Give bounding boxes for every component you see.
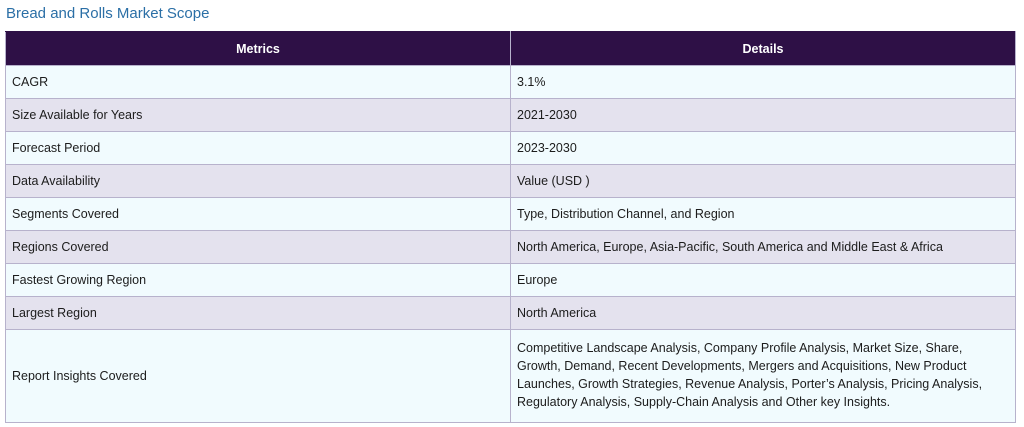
- details-cell: Competitive Landscape Analysis, Company …: [510, 329, 1016, 423]
- metric-cell: Forecast Period: [5, 131, 511, 165]
- details-cell: Europe: [510, 263, 1016, 297]
- details-cell: North America, Europe, Asia-Pacific, Sou…: [510, 230, 1016, 264]
- table-row: Regions Covered North America, Europe, A…: [5, 230, 1016, 264]
- table-row: Forecast Period 2023-2030: [5, 131, 1016, 165]
- metric-cell: Regions Covered: [5, 230, 511, 264]
- header-metrics: Metrics: [5, 31, 511, 66]
- details-cell: Value (USD ): [510, 164, 1016, 198]
- table-row: Fastest Growing Region Europe: [5, 263, 1016, 297]
- market-scope-table: Metrics Details CAGR 3.1% Size Available…: [5, 31, 1016, 423]
- details-cell: Type, Distribution Channel, and Region: [510, 197, 1016, 231]
- details-cell: 2023-2030: [510, 131, 1016, 165]
- metric-cell: CAGR: [5, 65, 511, 99]
- table-title: Bread and Rolls Market Scope: [6, 5, 210, 22]
- details-cell: 2021-2030: [510, 98, 1016, 132]
- metric-cell: Fastest Growing Region: [5, 263, 511, 297]
- metric-cell: Largest Region: [5, 296, 511, 330]
- table-row: Segments Covered Type, Distribution Chan…: [5, 197, 1016, 231]
- table-row: CAGR 3.1%: [5, 65, 1016, 99]
- details-cell: 3.1%: [510, 65, 1016, 99]
- metric-cell: Segments Covered: [5, 197, 511, 231]
- table-row: Size Available for Years 2021-2030: [5, 98, 1016, 132]
- table-row: Data Availability Value (USD ): [5, 164, 1016, 198]
- header-details: Details: [510, 31, 1016, 66]
- table-header-row: Metrics Details: [5, 31, 1016, 66]
- details-cell: North America: [510, 296, 1016, 330]
- metric-cell: Data Availability: [5, 164, 511, 198]
- metric-cell: Report Insights Covered: [5, 329, 511, 423]
- metric-cell: Size Available for Years: [5, 98, 511, 132]
- table-row: Largest Region North America: [5, 296, 1016, 330]
- table-row: Report Insights Covered Competitive Land…: [5, 329, 1016, 423]
